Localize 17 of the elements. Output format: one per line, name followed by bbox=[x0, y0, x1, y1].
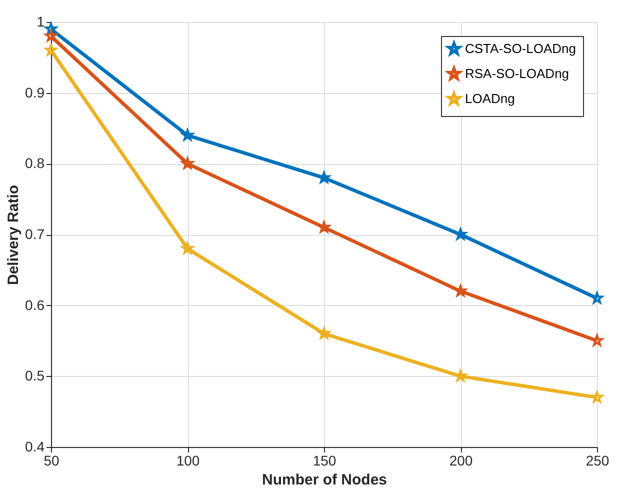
x-axis-title: Number of Nodes bbox=[262, 472, 388, 488]
x-tick-label: 150 bbox=[312, 452, 336, 468]
y-tick-label: 0.9 bbox=[25, 84, 45, 100]
x-tick-label: 250 bbox=[586, 452, 610, 468]
x-tick-label: 50 bbox=[44, 452, 60, 468]
x-tick-label: 100 bbox=[176, 452, 200, 468]
y-tick-label: 0.7 bbox=[25, 226, 45, 242]
y-axis-title: Delivery Ratio bbox=[5, 184, 22, 286]
y-tick-label: 1 bbox=[36, 14, 45, 30]
y-tick-label: 0.5 bbox=[25, 368, 45, 384]
legend-label: LOADng bbox=[465, 91, 515, 106]
y-tick-label: 0.8 bbox=[25, 155, 45, 172]
y-tick-label: 0.4 bbox=[25, 438, 45, 454]
x-tick-label: 200 bbox=[449, 452, 473, 468]
y-tick-label: 0.6 bbox=[25, 296, 45, 313]
legend-label: RSA-SO-LOADng bbox=[465, 66, 570, 81]
legend-label: CSTA-SO-LOADng bbox=[465, 41, 576, 56]
